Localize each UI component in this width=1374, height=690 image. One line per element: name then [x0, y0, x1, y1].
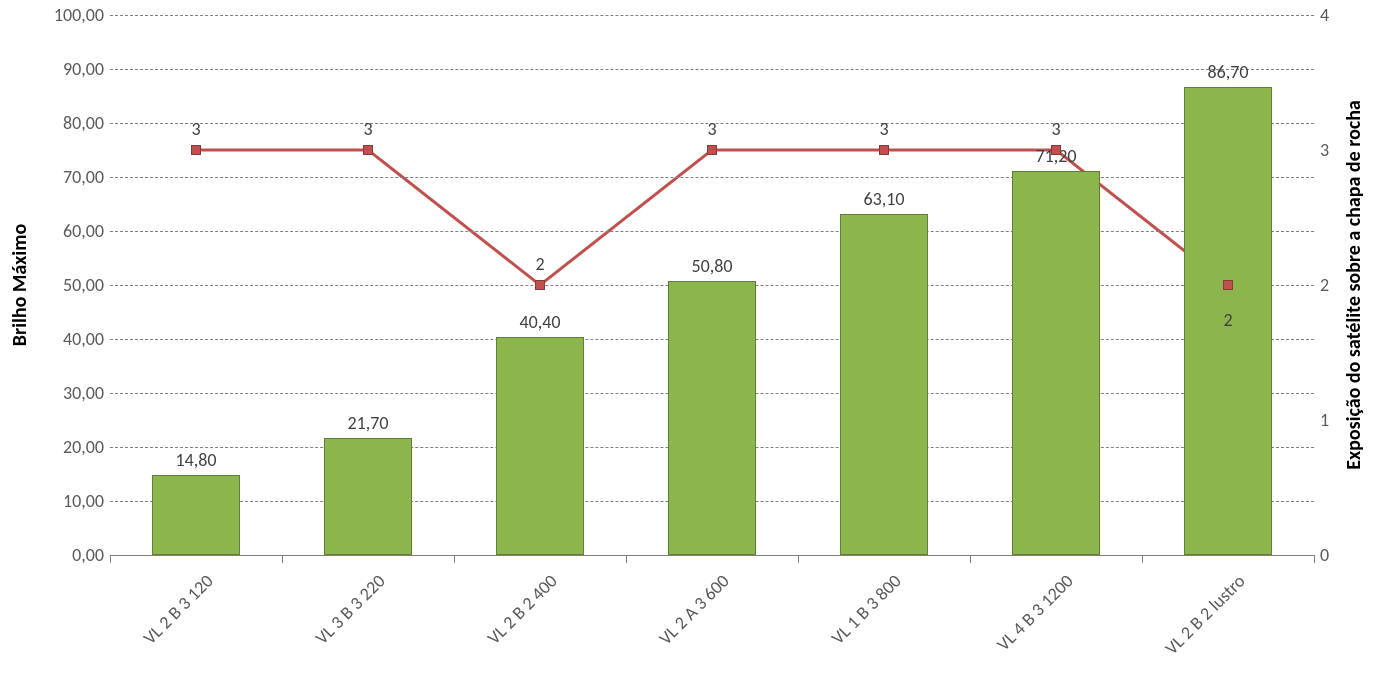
ytick-left: 10,00 — [44, 490, 104, 512]
ytick-left: 70,00 — [44, 166, 104, 188]
x-tick-mark — [1314, 555, 1315, 563]
ytick-left: 0,00 — [44, 544, 104, 566]
x-tick-label: VL 2 A 3 600 — [654, 570, 733, 649]
x-tick-mark — [454, 555, 455, 563]
x-tick-label: VL 1 B 3 800 — [827, 570, 906, 649]
line-value-label: 3 — [363, 118, 372, 140]
y-left-axis-title: Brilho Máximo — [8, 224, 32, 346]
ytick-left: 50,00 — [44, 274, 104, 296]
ytick-left: 30,00 — [44, 382, 104, 404]
gridline — [110, 231, 1314, 232]
x-tick-label: VL 2 B 3 120 — [139, 570, 218, 649]
ytick-left: 60,00 — [44, 220, 104, 242]
ytick-left: 40,00 — [44, 328, 104, 350]
x-tick-mark — [282, 555, 283, 563]
line-value-label: 3 — [191, 118, 200, 140]
x-tick-mark — [970, 555, 971, 563]
line-marker — [535, 280, 545, 290]
line-value-label: 3 — [879, 118, 888, 140]
bar-value-label: 14,80 — [136, 449, 256, 471]
line-marker — [1223, 280, 1233, 290]
bar-value-label: 86,70 — [1168, 61, 1288, 83]
bar — [324, 438, 412, 555]
x-tick-mark — [798, 555, 799, 563]
bar-value-label: 21,70 — [308, 412, 428, 434]
ytick-right: 1 — [1320, 409, 1360, 431]
line-marker — [879, 145, 889, 155]
bar — [152, 475, 240, 555]
chart-root: Brilho Máximo Exposição do satélite sobr… — [0, 0, 1374, 690]
line-value-label: 2 — [1223, 309, 1232, 331]
plot-area: 14,8021,7040,4050,8063,1071,2086,7033233… — [110, 15, 1314, 556]
bar-value-label: 50,80 — [652, 255, 772, 277]
ytick-right: 2 — [1320, 274, 1360, 296]
line-marker — [363, 145, 373, 155]
bar — [1012, 171, 1100, 555]
gridline — [110, 177, 1314, 178]
x-tick-label: VL 4 B 3 1200 — [992, 570, 1077, 655]
gridline — [110, 15, 1314, 16]
line-marker — [707, 145, 717, 155]
ytick-left: 90,00 — [44, 58, 104, 80]
line-marker — [191, 145, 201, 155]
line-value-label: 3 — [707, 118, 716, 140]
x-tick-mark — [626, 555, 627, 563]
y-left-axis-title-wrap: Brilho Máximo — [0, 0, 40, 570]
x-tick-label: VL 3 B 3 220 — [311, 570, 390, 649]
x-tick-label: VL 2 B 2 lustro — [1160, 570, 1249, 659]
line-marker — [1051, 145, 1061, 155]
line-value-label: 3 — [1051, 118, 1060, 140]
x-tick-mark — [1142, 555, 1143, 563]
bar — [840, 214, 928, 555]
gridline — [110, 69, 1314, 70]
bar — [496, 337, 584, 555]
bar-value-label: 40,40 — [480, 311, 600, 333]
ytick-right: 4 — [1320, 4, 1360, 26]
x-tick-mark — [110, 555, 111, 563]
ytick-right: 0 — [1320, 544, 1360, 566]
line-value-label: 2 — [535, 253, 544, 275]
ytick-right: 3 — [1320, 139, 1360, 161]
ytick-left: 80,00 — [44, 112, 104, 134]
x-tick-label: VL 2 B 2 400 — [483, 570, 562, 649]
ytick-left: 20,00 — [44, 436, 104, 458]
bar-value-label: 63,10 — [824, 188, 944, 210]
bar — [668, 281, 756, 555]
ytick-left: 100,00 — [44, 4, 104, 26]
